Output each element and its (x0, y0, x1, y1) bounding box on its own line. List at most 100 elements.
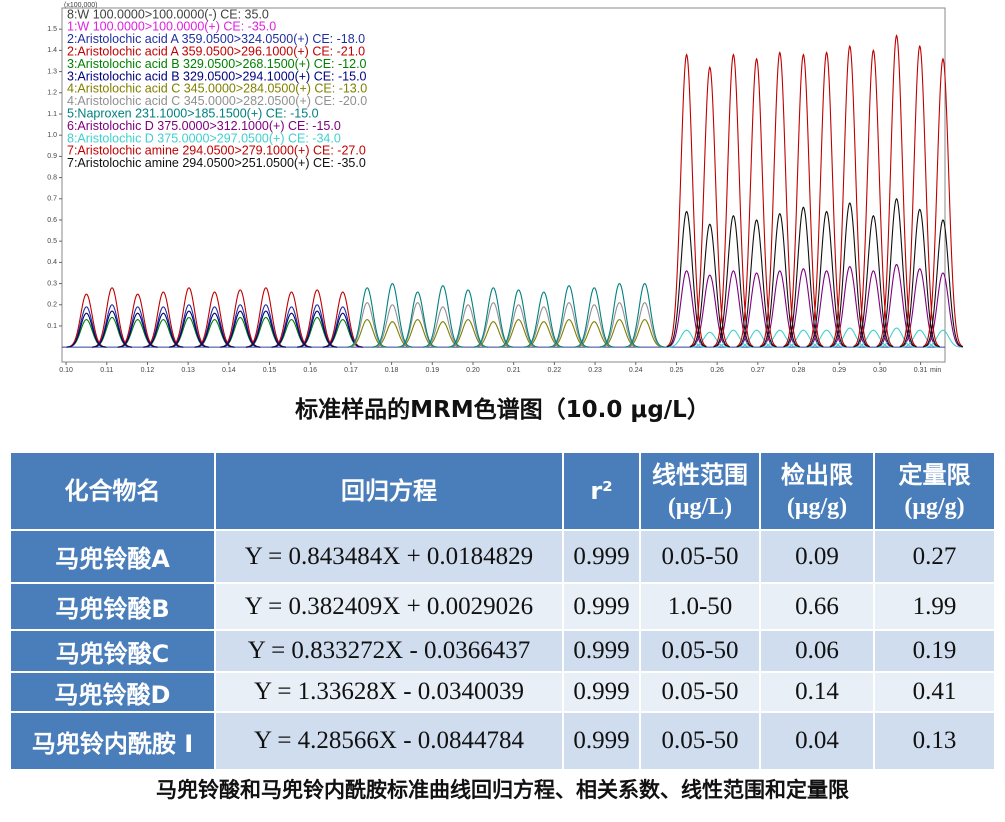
peak (245, 310, 286, 348)
peak (422, 285, 463, 348)
legend-entry: 7:Aristolochic amine 294.0500>279.1000(+… (67, 144, 366, 158)
peak (523, 306, 564, 348)
x-tick-label: 0.18 (385, 367, 399, 374)
peak (736, 57, 777, 348)
x-tick-label: 0.19 (425, 367, 439, 374)
data-cell: 0.999 (563, 583, 640, 630)
legend-entry: 2:Aristolochic acid A 359.0500>296.1000(… (67, 44, 365, 58)
peak (92, 310, 133, 348)
peak (806, 329, 847, 348)
peak (322, 312, 363, 348)
peak (473, 321, 514, 348)
compound-cell: 马兜铃酸D (10, 672, 215, 712)
y-tick-label: 1.4 (47, 47, 57, 54)
peak (143, 312, 184, 348)
peak (759, 212, 800, 348)
peak (876, 34, 917, 347)
peak (689, 274, 730, 348)
data-cell: 0.05-50 (640, 530, 760, 583)
data-cell: 0.999 (563, 672, 640, 712)
peak (117, 312, 158, 348)
header-text: r² (590, 477, 613, 505)
peak (523, 321, 564, 348)
peak (498, 304, 539, 348)
data-cell: 1.0-50 (640, 583, 760, 630)
legend-entry: 4:Aristolochic acid C 345.0000>282.0500(… (67, 94, 367, 108)
peak (397, 319, 438, 348)
data-cell: 0.09 (760, 530, 874, 583)
chart-title: 标准样品的MRM色谱图（10.0 μg/L） (295, 397, 710, 423)
peak (853, 214, 894, 348)
x-tick-label: 0.28 (792, 367, 806, 374)
peak (523, 291, 564, 348)
y-unit: (x100,000) (64, 2, 97, 9)
peak (689, 223, 730, 348)
peak (271, 312, 312, 348)
peak (372, 282, 413, 348)
header-cell: 化合物名 (10, 452, 215, 530)
x-tick-label: 0.26 (710, 367, 724, 374)
legend-entry: 5:Naproxen 231.1000>185.1500(+) CE: -15.… (67, 106, 319, 120)
peak (168, 310, 209, 348)
data-cell: 0.19 (874, 630, 995, 672)
y-tick-label: 0.3 (47, 280, 57, 287)
peak (194, 312, 235, 348)
legend-entry: 3:Aristolochic acid B 329.0500>294.1000(… (67, 69, 367, 83)
peak (713, 53, 754, 348)
chromatogram: (x100,000) min 0.10 0.11 0.12 0.13 0.14 0.15 0… (47, 2, 964, 374)
peak (689, 331, 730, 348)
y-tick-label: 0.8 (47, 174, 57, 181)
y-tick-label: 0.9 (47, 153, 57, 160)
peak (876, 327, 917, 348)
data-cell: 0.13 (874, 712, 995, 770)
header-text: (μg/g) (786, 494, 848, 520)
peak (549, 302, 589, 348)
header-text: 线性范围 (652, 461, 748, 489)
x-tick-label: 0.11 (100, 367, 113, 374)
peak (853, 329, 894, 348)
peak (448, 289, 489, 348)
peak (806, 210, 847, 348)
peak (574, 321, 615, 348)
y-tick-label: 1.2 (47, 90, 57, 97)
compound-cell: 马兜铃酸B (10, 583, 215, 630)
peak (599, 319, 640, 348)
peak (713, 214, 754, 348)
peak (923, 329, 963, 348)
header-cell: r² (563, 452, 640, 530)
peak (574, 287, 615, 348)
legend-entry: 8:Aristolochic D 375.0000>297.0500(+) CE… (67, 131, 341, 145)
peak (922, 57, 964, 348)
data-cell: Y = 0.843484X + 0.0184829 (215, 530, 563, 583)
legend-entry: 2:Aristolochic acid A 359.0500>324.0500(… (67, 32, 365, 46)
peak (783, 53, 824, 348)
peak (853, 49, 894, 348)
peak (549, 285, 590, 348)
peak (397, 291, 438, 348)
plot-frame (61, 7, 946, 363)
peak (759, 329, 800, 348)
peak (689, 66, 730, 348)
peak (448, 319, 489, 348)
peak (713, 329, 754, 348)
y-tick-label: 1.0 (47, 132, 57, 139)
compound-cell: 马兜铃酸A (10, 530, 215, 583)
header-cell: 线性范围 (μg/L) (640, 452, 760, 530)
y-tick-label: 0.4 (47, 259, 57, 266)
peak (759, 51, 800, 348)
x-tick-label: 0.31 (914, 367, 928, 374)
data-cell: Y = 4.28566X - 0.0844784 (215, 712, 563, 770)
x-axis-label: min (930, 367, 941, 374)
peak (599, 282, 640, 348)
legend-entry: 6:Aristolochic D 375.0000>312.1000(+) CE… (67, 119, 341, 133)
peak (448, 304, 489, 348)
data-cell: 0.05-50 (640, 712, 760, 770)
peak (666, 329, 707, 348)
data-cell: 0.06 (760, 630, 874, 672)
peak (759, 270, 800, 348)
peak (297, 310, 338, 348)
peak (829, 327, 870, 348)
peak (736, 219, 777, 348)
peak (498, 289, 539, 348)
